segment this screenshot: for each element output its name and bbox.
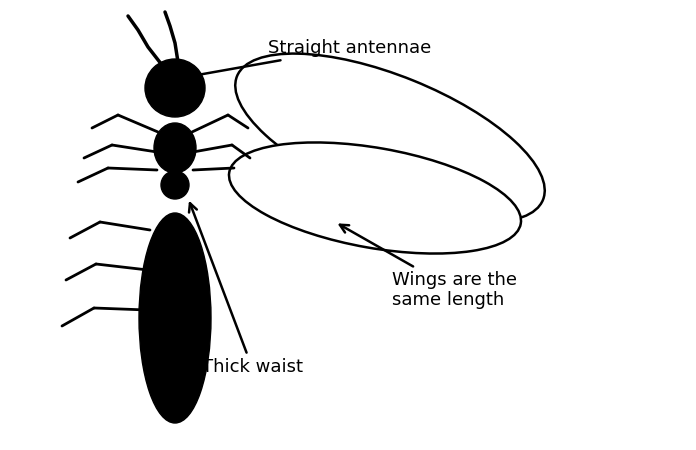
Ellipse shape <box>229 143 521 253</box>
Text: Straight antennae: Straight antennae <box>164 39 432 84</box>
Ellipse shape <box>154 123 196 173</box>
Ellipse shape <box>145 59 205 117</box>
Ellipse shape <box>139 213 211 423</box>
Text: Wings are the
same length: Wings are the same length <box>340 225 517 310</box>
Ellipse shape <box>161 171 189 199</box>
Text: Thick waist: Thick waist <box>189 203 303 376</box>
Ellipse shape <box>235 54 545 222</box>
